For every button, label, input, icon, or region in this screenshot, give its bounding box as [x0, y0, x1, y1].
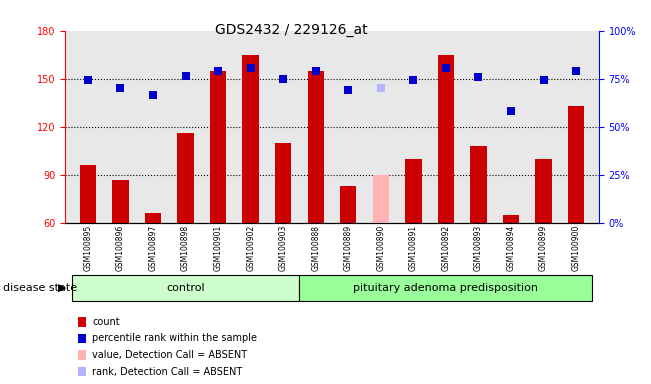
Text: ▶: ▶ — [58, 283, 66, 293]
Text: value, Detection Call = ABSENT: value, Detection Call = ABSENT — [92, 350, 247, 360]
Point — [473, 74, 484, 80]
Point — [571, 68, 581, 74]
Bar — [372, 175, 389, 223]
Point — [180, 73, 191, 79]
Text: pituitary adenoma predisposition: pituitary adenoma predisposition — [353, 283, 538, 293]
Point — [441, 65, 451, 71]
Bar — [112, 180, 128, 223]
Text: GSM100894: GSM100894 — [506, 225, 516, 271]
Point — [376, 85, 386, 91]
Text: rank, Detection Call = ABSENT: rank, Detection Call = ABSENT — [92, 366, 243, 377]
Text: GSM100895: GSM100895 — [83, 225, 92, 271]
Bar — [145, 213, 161, 223]
Text: percentile rank within the sample: percentile rank within the sample — [92, 333, 257, 344]
Point — [245, 65, 256, 71]
Point — [213, 68, 223, 74]
Text: GSM100902: GSM100902 — [246, 225, 255, 271]
Text: GSM100899: GSM100899 — [539, 225, 548, 271]
Text: count: count — [92, 317, 120, 327]
Bar — [79, 165, 96, 223]
Text: GSM100900: GSM100900 — [572, 225, 581, 271]
Text: GSM100896: GSM100896 — [116, 225, 125, 271]
Bar — [275, 143, 292, 223]
Text: GSM100903: GSM100903 — [279, 225, 288, 271]
Text: GDS2432 / 229126_at: GDS2432 / 229126_at — [215, 23, 367, 37]
Text: GSM100901: GSM100901 — [214, 225, 223, 271]
Point — [115, 85, 126, 91]
Text: GSM100890: GSM100890 — [376, 225, 385, 271]
Text: GSM100898: GSM100898 — [181, 225, 190, 271]
Bar — [470, 146, 486, 223]
Point — [278, 76, 288, 82]
Bar — [340, 186, 357, 223]
Bar — [177, 133, 194, 223]
Point — [83, 77, 93, 83]
Point — [408, 77, 419, 83]
Text: GSM100892: GSM100892 — [441, 225, 450, 271]
Point — [311, 68, 321, 74]
Text: GSM100891: GSM100891 — [409, 225, 418, 271]
Bar — [242, 55, 258, 223]
Point — [538, 77, 549, 83]
Text: GSM100897: GSM100897 — [148, 225, 158, 271]
Bar — [405, 159, 421, 223]
Bar — [503, 215, 519, 223]
Point — [343, 87, 353, 93]
Bar — [307, 71, 324, 223]
Bar — [437, 55, 454, 223]
Text: GSM100888: GSM100888 — [311, 225, 320, 271]
Text: GSM100893: GSM100893 — [474, 225, 483, 271]
Bar — [535, 159, 551, 223]
Bar — [210, 71, 227, 223]
Point — [506, 108, 516, 114]
Text: control: control — [166, 283, 205, 293]
Text: GSM100889: GSM100889 — [344, 225, 353, 271]
Text: disease state: disease state — [3, 283, 77, 293]
Point — [148, 92, 158, 98]
Bar — [568, 106, 584, 223]
